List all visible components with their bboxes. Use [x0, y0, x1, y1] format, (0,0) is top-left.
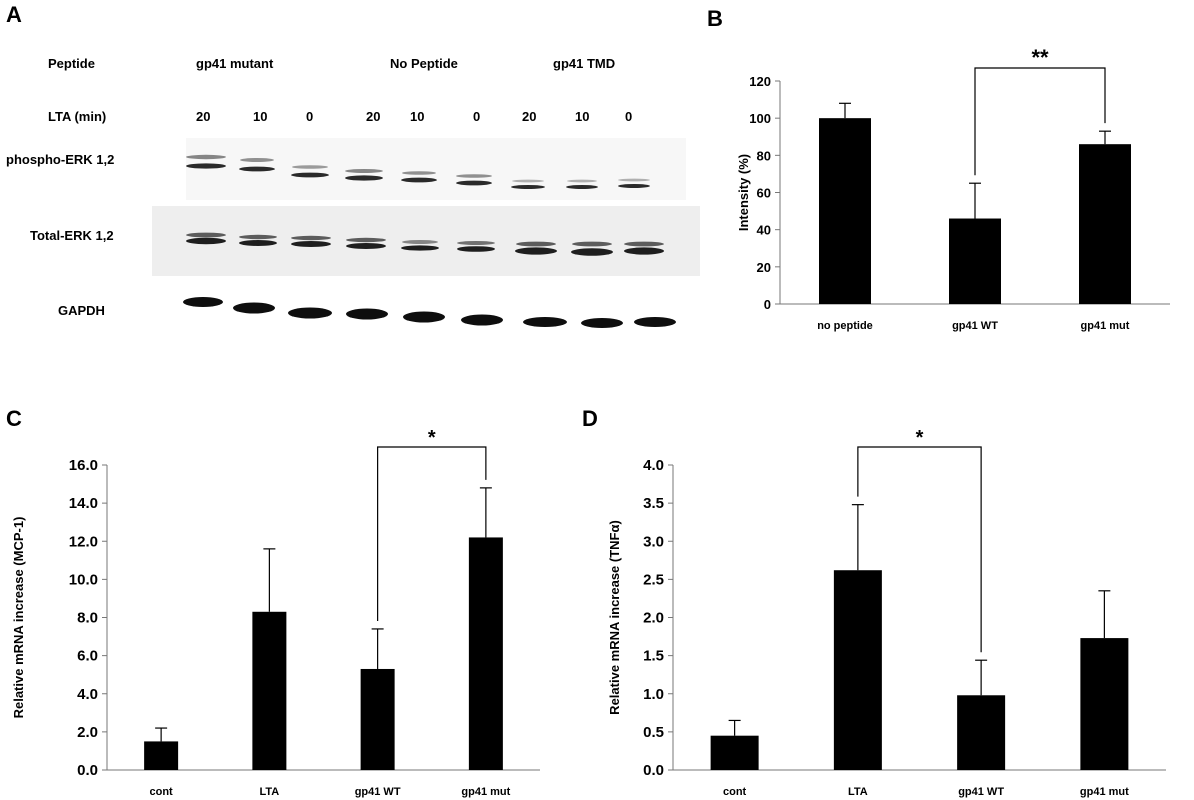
x-category-label: gp41 mut [1081, 320, 1130, 332]
y-tick-label: 0.0 [77, 762, 98, 779]
x-category-label: gp41 WT [958, 786, 1004, 798]
x-category-label: no peptide [817, 320, 873, 332]
y-tick-label: 0.5 [643, 724, 664, 741]
x-category-label: gp41 mut [1080, 786, 1129, 798]
panel-label-c: C [6, 406, 22, 431]
significance-label: * [916, 427, 924, 449]
peptide-label: Peptide [48, 56, 95, 71]
significance-label: ** [1031, 45, 1049, 70]
phospho-erk-bands [186, 154, 650, 189]
x-category-label: cont [723, 786, 747, 798]
time-label: 0 [473, 109, 481, 124]
x-category-label: gp41 WT [355, 786, 401, 798]
y-tick-label: 1.5 [643, 648, 664, 665]
bar [833, 570, 882, 770]
bar [949, 218, 1001, 304]
phospho-erk-membrane [186, 138, 686, 200]
y-tick-label: 6.0 [77, 648, 98, 665]
significance-bracket [857, 446, 982, 653]
panel-label-b: B [707, 6, 723, 31]
bar [957, 695, 1006, 770]
y-tick-label: 120 [749, 74, 771, 89]
y-tick-label: 100 [749, 111, 771, 126]
row-label-phospho-erk: phospho-ERK 1,2 [6, 152, 115, 167]
x-category-label: gp41 mut [461, 786, 510, 798]
time-label: 0 [306, 109, 314, 124]
y-tick-label: 1.0 [643, 686, 664, 703]
bar [360, 668, 395, 770]
y-tick-label: 20 [757, 260, 771, 275]
time-label: 10 [410, 109, 425, 124]
group-label-gp41-tmd: gp41 TMD [553, 56, 616, 71]
y-tick-label: 16.0 [69, 457, 98, 474]
total-erk-membrane [152, 206, 700, 276]
y-tick-label: 80 [757, 148, 771, 163]
bar [1080, 638, 1129, 770]
group-label-gp41-mutant: gp41 mutant [196, 56, 274, 71]
significance-bracket [377, 446, 487, 621]
y-tick-label: 60 [757, 186, 771, 201]
time-label: 20 [522, 109, 537, 124]
y-tick-label: 12.0 [69, 533, 98, 550]
y-tick-label: 8.0 [77, 610, 98, 627]
x-category-label: cont [150, 786, 174, 798]
x-category-label: gp41 WT [952, 320, 998, 332]
y-tick-label: 2.0 [77, 724, 98, 741]
y-tick-label: 4.0 [643, 457, 664, 474]
y-tick-label: 3.0 [643, 533, 664, 550]
significance-bracket [974, 67, 1106, 176]
y-axis-label: Intensity (%) [736, 154, 751, 231]
significance-label: * [428, 427, 436, 449]
y-tick-label: 4.0 [77, 686, 98, 703]
y-tick-label: 2.0 [643, 610, 664, 627]
y-tick-label: 10.0 [69, 571, 98, 588]
panel-label-d: D [582, 406, 598, 431]
group-label-no-peptide: No Peptide [390, 56, 458, 71]
total-erk-bands [186, 232, 664, 256]
y-axis-label: Relative mRNA increase (MCP-1) [11, 517, 26, 719]
time-label: 10 [575, 109, 590, 124]
x-category-label: LTA [260, 786, 280, 798]
time-label: 10 [253, 109, 268, 124]
gapdh-bands [183, 297, 676, 328]
bar [710, 735, 759, 770]
y-tick-label: 14.0 [69, 495, 98, 512]
x-category-label: LTA [848, 786, 868, 798]
time-label: 0 [625, 109, 633, 124]
panel-label-a: A [6, 2, 22, 27]
time-axis-label: LTA (min) [48, 109, 107, 124]
time-label: 20 [196, 109, 211, 124]
row-label-total-erk: Total-ERK 1,2 [30, 228, 114, 243]
bar [144, 741, 179, 770]
y-axis-label: Relative mRNA increase (TNFα) [607, 520, 622, 715]
bar [1079, 144, 1131, 304]
y-tick-label: 40 [757, 223, 771, 238]
y-tick-label: 0 [764, 297, 771, 312]
y-tick-label: 0.0 [643, 762, 664, 779]
row-label-gapdh: GAPDH [58, 303, 105, 318]
y-tick-label: 3.5 [643, 495, 664, 512]
time-label: 20 [366, 109, 381, 124]
y-tick-label: 2.5 [643, 571, 664, 588]
bar [252, 611, 287, 770]
bar [819, 118, 871, 305]
bar [468, 537, 503, 770]
